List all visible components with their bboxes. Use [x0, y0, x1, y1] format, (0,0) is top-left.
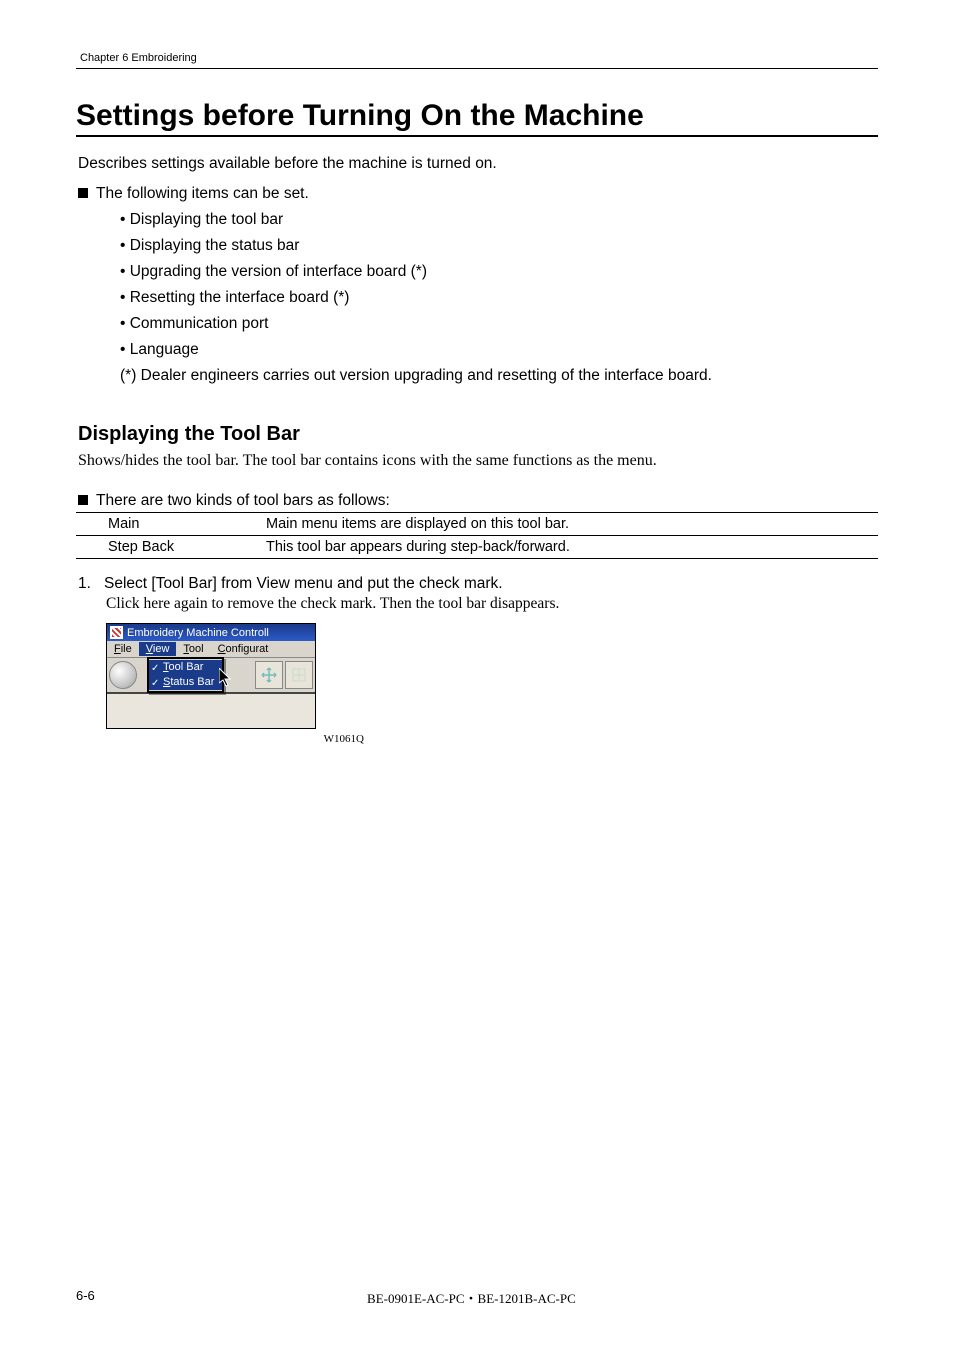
footer-model: BE-0901E-AC-PC・BE-1201B-AC-PC: [367, 1288, 576, 1307]
step-1: 1.Select [Tool Bar] from View menu and p…: [76, 575, 878, 593]
toolbar-kinds-table: Main Main menu items are displayed on th…: [76, 512, 878, 559]
table-cell: Step Back: [76, 536, 266, 559]
bullet-list: Displaying the tool bar Displaying the s…: [76, 211, 878, 359]
title-rule: [76, 135, 878, 137]
list-item: Upgrading the version of interface board…: [120, 263, 878, 281]
section-heading: Displaying the Tool Bar: [76, 423, 878, 446]
window-title: Embroidery Machine Controll: [127, 627, 269, 639]
toolbar-round-button[interactable]: [109, 661, 137, 689]
table-cell: Main: [76, 513, 266, 536]
footnote: (*) Dealer engineers carries out version…: [76, 367, 878, 385]
page: Chapter 6 Embroidering Settings before T…: [0, 0, 954, 1351]
step-number: 1.: [78, 575, 104, 593]
list-item: Displaying the status bar: [120, 237, 878, 255]
set-items-heading: The following items can be set.: [76, 185, 878, 203]
section-lead: Shows/hides the tool bar. The tool bar c…: [76, 452, 878, 470]
toolbar-row: ✓Tool Bar ✓Status Bar: [107, 658, 315, 692]
page-title: Settings before Turning On the Machine: [76, 99, 878, 133]
list-item: Displaying the tool bar: [120, 211, 878, 229]
window-titlebar: Embroidery Machine Controll: [107, 624, 315, 641]
square-bullet-icon: [78, 188, 88, 198]
toolbar-button[interactable]: [255, 661, 283, 689]
screenshot-figure: Embroidery Machine Controll FileViewTool…: [106, 623, 318, 729]
list-item: Resetting the interface board (*): [120, 289, 878, 307]
list-item: Communication port: [120, 315, 878, 333]
page-number: 6-6: [76, 1288, 95, 1307]
kinds-heading: There are two kinds of tool bars as foll…: [76, 492, 878, 510]
step-text: Select [Tool Bar] from View menu and put…: [104, 575, 503, 592]
dropdown-item-toolbar[interactable]: ✓Tool Bar: [149, 660, 222, 675]
menubar: FileViewToolConfigurat: [107, 641, 315, 658]
app-icon: [110, 626, 123, 639]
set-items-text: The following items can be set.: [96, 185, 309, 202]
table-row: Step Back This tool bar appears during s…: [76, 536, 878, 559]
table-cell: Main menu items are displayed on this to…: [266, 513, 878, 536]
toolbar-button[interactable]: [285, 661, 313, 689]
menu-file[interactable]: File: [107, 642, 139, 656]
dropdown-item-statusbar[interactable]: ✓Status Bar: [149, 675, 222, 690]
intro-text: Describes settings available before the …: [76, 155, 878, 173]
table-row: Main Main menu items are displayed on th…: [76, 513, 878, 536]
grid-icon: [290, 666, 308, 684]
check-icon: ✓: [151, 661, 159, 676]
figure-code: W1061Q: [106, 733, 364, 745]
footer-spacer: [848, 1288, 878, 1307]
view-dropdown: ✓Tool Bar ✓Status Bar: [147, 657, 224, 693]
check-icon: ✓: [151, 676, 159, 691]
table-cell: This tool bar appears during step-back/f…: [266, 536, 878, 559]
running-head: Chapter 6 Embroidering: [76, 52, 878, 69]
square-bullet-icon: [78, 495, 88, 505]
menu-tool[interactable]: Tool: [176, 642, 210, 656]
list-item: Language: [120, 341, 878, 359]
app-window: Embroidery Machine Controll FileViewTool…: [106, 623, 316, 729]
kinds-text: There are two kinds of tool bars as foll…: [96, 492, 390, 509]
step-note: Click here again to remove the check mar…: [76, 595, 878, 613]
move-icon: [260, 666, 278, 684]
window-client-area: [107, 692, 315, 728]
page-footer: 6-6 BE-0901E-AC-PC・BE-1201B-AC-PC: [76, 1288, 878, 1307]
menu-view[interactable]: View: [139, 642, 177, 656]
menu-configuration[interactable]: Configurat: [211, 642, 276, 656]
